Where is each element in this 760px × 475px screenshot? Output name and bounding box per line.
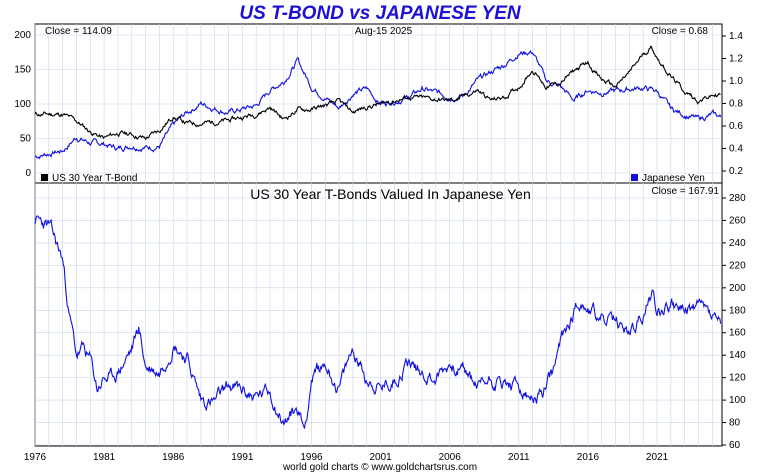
legend-label-yen: Japanese Yen — [642, 173, 705, 184]
y-tick-label: 100 — [729, 395, 746, 406]
y-right-tick-label: 1.0 — [729, 76, 743, 87]
x-tick-label: 2021 — [646, 452, 669, 463]
y-right-tick-label: 1.4 — [729, 31, 743, 42]
y-tick-label: 140 — [729, 350, 746, 361]
series-line-us-30-year-t-bond — [34, 45, 721, 141]
x-tick-label: 1996 — [300, 452, 323, 463]
x-tick-label: 1986 — [162, 452, 185, 463]
date-label: Aug-15 2025 — [355, 26, 413, 37]
x-tick-label: 2006 — [439, 452, 462, 463]
y-right-tick-label: 0.2 — [729, 166, 743, 177]
y-tick-label: 80 — [729, 418, 741, 429]
bottom-close-annotation: Close = 167.91 — [651, 186, 719, 197]
y-left-tick-label: 150 — [14, 65, 31, 76]
y-tick-label: 180 — [729, 305, 746, 316]
chart-footer: world gold charts © www.goldchartsrus.co… — [282, 462, 478, 473]
y-tick-label: 280 — [729, 193, 746, 204]
y-tick-label: 120 — [729, 373, 746, 384]
y-tick-label: 240 — [729, 238, 746, 249]
close-annotation-right: Close = 0.68 — [652, 26, 709, 37]
legend-swatch-yen — [631, 174, 638, 181]
series-line-japanese-yen — [34, 49, 722, 160]
y-left-tick-label: 0 — [25, 168, 31, 179]
y-left-tick-label: 200 — [14, 30, 31, 41]
x-tick-label: 2016 — [577, 452, 600, 463]
legend-swatch-tbond — [41, 174, 48, 181]
x-tick-label: 1981 — [93, 452, 116, 463]
y-tick-label: 260 — [729, 215, 746, 226]
y-tick-label: 220 — [729, 260, 746, 271]
bottom-panel-frame — [34, 182, 723, 447]
y-tick-label: 160 — [729, 328, 746, 339]
y-tick-label: 200 — [729, 283, 746, 294]
y-right-tick-label: 0.8 — [729, 99, 743, 110]
y-left-tick-label: 50 — [20, 134, 32, 145]
y-right-tick-label: 1.2 — [729, 54, 743, 65]
close-annotation-left: Close = 114.09 — [45, 26, 112, 37]
y-right-tick-label: 0.6 — [729, 121, 743, 132]
series-line-tbond-in-yen — [34, 215, 722, 429]
legend-label-tbond: US 30 Year T-Bond — [52, 173, 137, 184]
x-tick-label: 1991 — [231, 452, 254, 463]
y-tick-label: 60 — [729, 440, 741, 451]
y-left-tick-label: 100 — [14, 99, 31, 110]
x-tick-label: 1976 — [24, 452, 47, 463]
x-tick-label: 2011 — [508, 452, 530, 463]
chart-title: US T-BOND vs JAPANESE YEN — [239, 3, 521, 24]
x-tick-label: 2001 — [369, 452, 392, 463]
y-right-tick-label: 0.4 — [729, 144, 743, 155]
bottom-panel-title: US 30 Year T-Bonds Valued In Japanese Ye… — [250, 186, 531, 202]
